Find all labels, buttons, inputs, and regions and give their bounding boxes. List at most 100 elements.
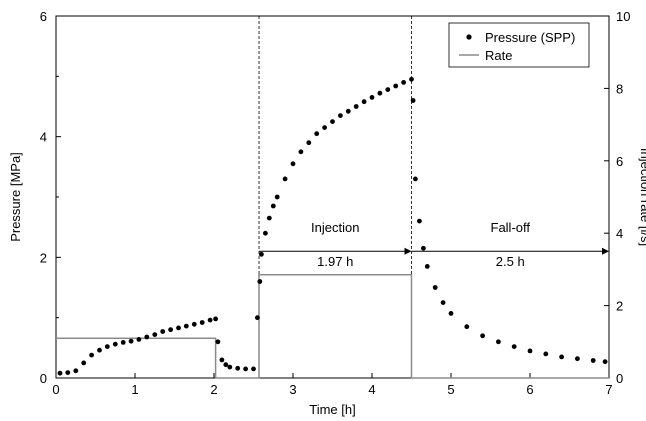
pressure-point — [401, 80, 406, 85]
x-tick-label: 1 — [131, 382, 138, 397]
pressure-point — [97, 347, 102, 353]
pressure-point — [104, 344, 110, 349]
x-tick-label: 3 — [289, 382, 296, 397]
pressure-point — [385, 87, 391, 92]
pressure-point — [219, 357, 225, 363]
pressure-point — [136, 337, 142, 342]
pressure-point — [409, 76, 414, 82]
phase-divider-lines — [258, 16, 412, 378]
right-y-tick-label: 10 — [616, 9, 630, 24]
series-pressure — [57, 76, 608, 376]
pressure-point — [432, 285, 438, 290]
right-y-tick-label: 4 — [616, 226, 623, 241]
pressure-point — [417, 218, 422, 224]
pressure-point — [235, 365, 241, 371]
legend-label-rate: Rate — [485, 48, 512, 63]
pressure-point — [361, 99, 367, 105]
right-y-tick-label: 0 — [616, 371, 623, 386]
pressure-point — [207, 317, 213, 323]
falloff-arrow-head — [602, 247, 609, 255]
pressure-point — [393, 83, 399, 89]
x-tick-label: 0 — [52, 382, 59, 397]
left-y-axis-label: Pressure [MPa] — [8, 152, 23, 242]
legend-box — [448, 22, 590, 68]
pressure-point — [543, 351, 549, 357]
pressure-point — [223, 362, 229, 368]
pressure-point — [89, 352, 94, 358]
left-y-tick-label: 4 — [40, 130, 47, 145]
pressure-point — [330, 119, 335, 124]
right-y-tick-label: 6 — [616, 154, 623, 169]
pressure-point — [282, 176, 288, 182]
right-y-tick-label: 2 — [616, 299, 623, 314]
pressure-point — [255, 315, 260, 321]
pressure-point — [144, 334, 150, 340]
pressure-point — [227, 364, 233, 370]
x-tick-label: 7 — [605, 382, 612, 397]
pressure-point — [243, 366, 249, 372]
pressure-point — [290, 161, 296, 167]
pressure-point — [213, 316, 219, 322]
pressure-point — [306, 140, 312, 146]
injection-duration-label: 1.97 h — [317, 254, 353, 269]
right-y-axis-label: Injection rate [l/s] — [638, 148, 646, 246]
pressure-point — [251, 366, 256, 372]
pressure-point — [559, 354, 564, 360]
pressure-point — [274, 194, 280, 200]
pressure-point — [215, 339, 221, 345]
pressure-point — [377, 90, 383, 96]
pressure-point — [112, 341, 118, 347]
injection-label: Injection — [311, 220, 359, 235]
pressure-point — [413, 176, 418, 182]
x-axis-label: Time [h] — [309, 402, 355, 417]
right-y-axis-ticks: 0 2 4 6 8 10 — [604, 9, 630, 386]
pressure-point — [464, 324, 470, 330]
x-tick-label: 4 — [368, 382, 375, 397]
pressure-point — [424, 264, 430, 269]
pressure-point — [314, 131, 320, 137]
pressure-point — [168, 327, 174, 333]
pressure-point — [602, 359, 608, 365]
pressure-point — [120, 340, 126, 345]
pressure-point — [353, 104, 359, 109]
pressure-point — [73, 368, 79, 374]
pressure-point — [257, 279, 263, 284]
pressure-point — [81, 360, 87, 366]
x-tick-label: 6 — [526, 382, 533, 397]
pressure-point — [183, 323, 189, 329]
pressure-point — [57, 370, 63, 376]
left-y-axis-ticks: 0 2 4 6 — [40, 9, 61, 386]
pressure-point — [590, 358, 596, 363]
pressure-point — [263, 230, 268, 236]
falloff-label: Fall-off — [491, 220, 531, 235]
pressure-point — [410, 98, 416, 103]
pressure-point — [298, 149, 304, 155]
pressure-point — [345, 108, 351, 114]
pressure-point — [191, 321, 197, 327]
pressure-point — [259, 251, 264, 257]
left-y-tick-label: 6 — [40, 9, 47, 24]
legend-label-pressure: Pressure (SPP) — [485, 30, 575, 45]
injection-arrow-head — [404, 247, 412, 255]
pressure-point — [338, 113, 343, 118]
pressure-point — [65, 370, 71, 375]
plot-frame — [55, 15, 610, 379]
pressure-point — [160, 329, 166, 334]
pressure-point — [575, 356, 580, 362]
pressure-point — [448, 311, 454, 316]
legend-marker-pressure — [466, 34, 472, 40]
left-y-tick-label: 2 — [40, 250, 47, 265]
x-tick-label: 2 — [210, 382, 217, 397]
pressure-point — [480, 333, 485, 339]
pressure-point — [266, 215, 272, 221]
pressure-point — [270, 203, 276, 209]
right-y-tick-label: 8 — [616, 81, 623, 96]
series-rate — [56, 274, 609, 379]
falloff-duration-label: 2.5 h — [496, 254, 525, 269]
pressure-point — [369, 95, 375, 100]
pressure-point — [176, 325, 181, 331]
x-axis-ticks: 0 1 2 3 4 5 6 7 — [52, 373, 613, 397]
pressure-point — [128, 338, 134, 344]
annotations: Injection 1.97 h Fall-off 2.5 h — [259, 220, 609, 269]
